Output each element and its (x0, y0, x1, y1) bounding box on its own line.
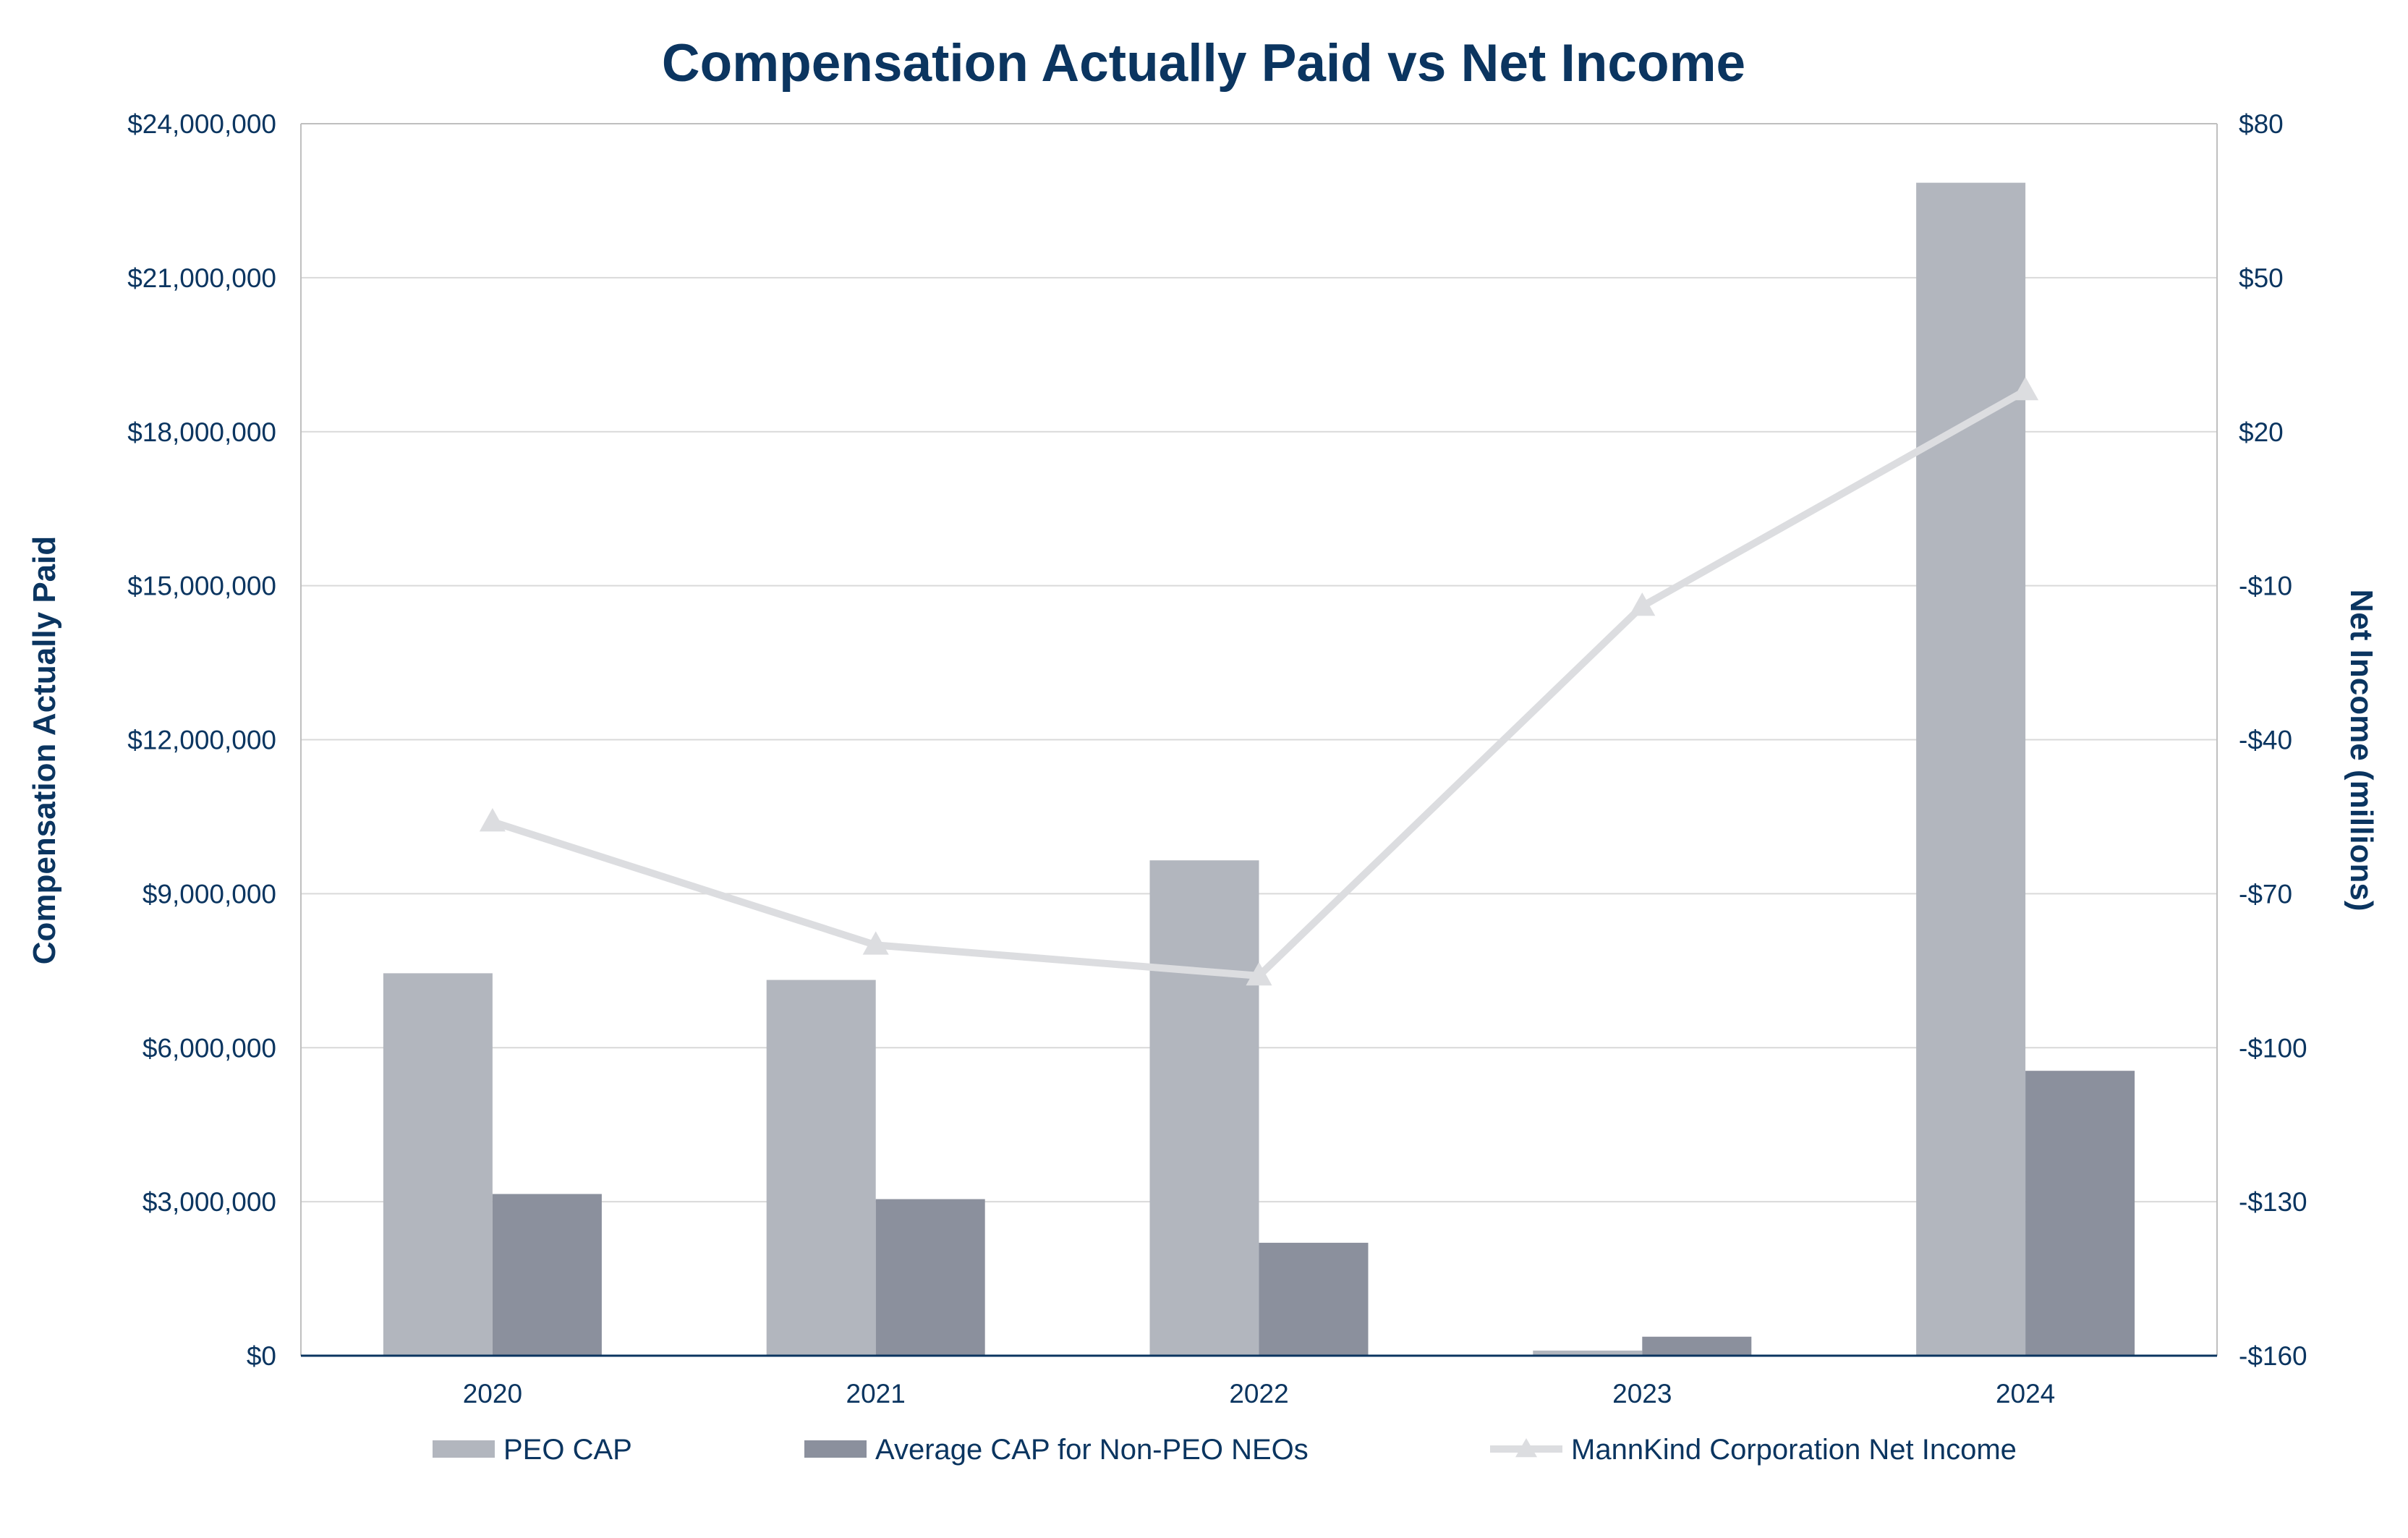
chart-title: Compensation Actually Paid vs Net Income (662, 34, 1745, 93)
x-tick-label: 2023 (1612, 1379, 1672, 1409)
bar-peo-cap-2022 (1149, 860, 1259, 1356)
net-income-marker-2021 (862, 931, 889, 955)
legend-swatch-marker (1515, 1438, 1537, 1458)
axes (300, 123, 2218, 1357)
y-tick-label: $15,000,000 (127, 572, 276, 601)
net-income-marker-2020 (479, 808, 506, 832)
y2-tick-label: -$10 (2239, 572, 2292, 601)
y2-tick-label: $50 (2239, 263, 2284, 293)
legend-swatch (433, 1440, 495, 1458)
bar-peo-cap-2021 (766, 980, 876, 1356)
legend-item: MannKind Corporation Net Income (1490, 1434, 2017, 1466)
y2-tick-label: -$40 (2239, 726, 2292, 755)
bar-avg-cap-non-peo-2023 (1642, 1336, 1752, 1356)
tick-labels: $0 $3,000,000 $6,000,000 $9,000,000 $12,000,… (127, 109, 2307, 1409)
y2-tick-label: -$100 (2239, 1033, 2307, 1063)
y-tick-label: $9,000,000 (142, 879, 276, 909)
y2-axis-title: Net Income (millions) (2344, 590, 2379, 912)
y-tick-label: $3,000,000 (142, 1187, 276, 1217)
bar-peo-cap-2024 (1916, 182, 2026, 1356)
net-income-marker-2024 (2012, 376, 2039, 401)
net-income-marker-2023 (1629, 592, 1656, 616)
y2-tick-label: -$160 (2239, 1341, 2307, 1371)
legend-label: MannKind Corporation Net Income (1571, 1434, 2017, 1466)
bar-avg-cap-non-peo-2021 (875, 1199, 985, 1356)
x-tick-label: 2021 (846, 1379, 906, 1409)
legend-swatch (804, 1440, 867, 1458)
y2-tick-label: $80 (2239, 109, 2284, 139)
net-income-polyline (488, 386, 2030, 980)
x-tick-label: 2022 (1229, 1379, 1288, 1409)
bar-avg-cap-non-peo-2022 (1259, 1242, 1369, 1356)
net-income-line (479, 376, 2039, 986)
y-tick-label: $0 (247, 1341, 276, 1371)
net-income-marker-2022 (1246, 961, 1272, 986)
x-tick-label: 2020 (463, 1379, 522, 1409)
bars (383, 182, 2135, 1356)
y-tick-label: $24,000,000 (127, 109, 276, 139)
legend-label: PEO CAP (503, 1434, 632, 1466)
legend-label: Average CAP for Non-PEO NEOs (875, 1434, 1309, 1466)
bar-avg-cap-non-peo-2020 (492, 1194, 602, 1356)
y2-tick-label: -$130 (2239, 1187, 2307, 1217)
y2-tick-label: -$70 (2239, 879, 2292, 909)
legend-item: Average CAP for Non-PEO NEOs (804, 1434, 1309, 1466)
y-tick-label: $21,000,000 (127, 263, 276, 293)
y-tick-label: $12,000,000 (127, 726, 276, 755)
y-tick-label: $6,000,000 (142, 1033, 276, 1063)
x-tick-label: 2024 (1996, 1379, 2055, 1409)
y2-tick-label: $20 (2239, 417, 2284, 447)
y-axis-title: Compensation Actually Paid (27, 536, 62, 964)
y-tick-label: $18,000,000 (127, 417, 276, 447)
legend-item: PEO CAP (433, 1434, 632, 1466)
bar-peo-cap-2023 (1533, 1350, 1643, 1356)
bar-peo-cap-2020 (383, 973, 493, 1356)
legend: PEO CAP Average CAP for Non-PEO NEOs MannK… (433, 1434, 2017, 1466)
bar-avg-cap-non-peo-2024 (2025, 1071, 2135, 1356)
